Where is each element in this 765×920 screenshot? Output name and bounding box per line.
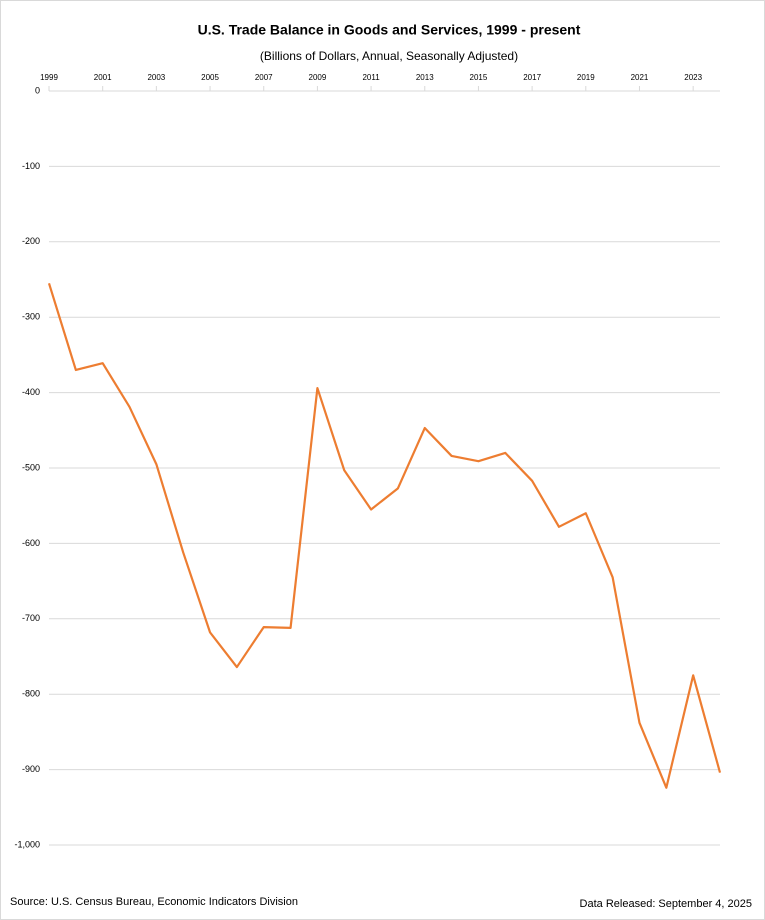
y-tick-label: -900: [22, 764, 40, 774]
x-tick-label: 2005: [201, 73, 219, 82]
y-tick-label: -700: [22, 613, 40, 623]
y-tick-label: 0: [35, 85, 40, 95]
x-tick-label: 2017: [523, 73, 541, 82]
y-tick-label: -400: [22, 387, 40, 397]
x-tick-label: 2023: [684, 73, 702, 82]
y-tick-label: -300: [22, 312, 40, 322]
x-tick-label: 2007: [255, 73, 273, 82]
x-tick-label: 2009: [309, 73, 327, 82]
x-tick-label: 2011: [362, 73, 380, 82]
chart-title: U.S. Trade Balance in Goods and Services…: [198, 22, 581, 38]
y-tick-label: -200: [22, 236, 40, 246]
x-tick-label: 2013: [416, 73, 434, 82]
y-tick-label: -100: [22, 161, 40, 171]
x-tick-label: 2019: [577, 73, 595, 82]
x-tick-label: 1999: [40, 73, 58, 82]
y-tick-label: -600: [22, 538, 40, 548]
source-note: Source: U.S. Census Bureau, Economic Ind…: [10, 896, 298, 908]
x-tick-label: 2003: [147, 73, 165, 82]
y-tick-label: -1,000: [14, 839, 40, 849]
x-tick-label: 2015: [470, 73, 488, 82]
chart-subtitle: (Billions of Dollars, Annual, Seasonally…: [260, 49, 518, 63]
data-line: [47, 282, 722, 789]
y-tick-label: -800: [22, 689, 40, 699]
y-tick-label: -500: [22, 462, 40, 472]
release-note: Data Released: September 4, 2025: [580, 898, 752, 910]
x-tick-label: 2021: [631, 73, 649, 82]
x-tick-label: 2001: [94, 73, 112, 82]
